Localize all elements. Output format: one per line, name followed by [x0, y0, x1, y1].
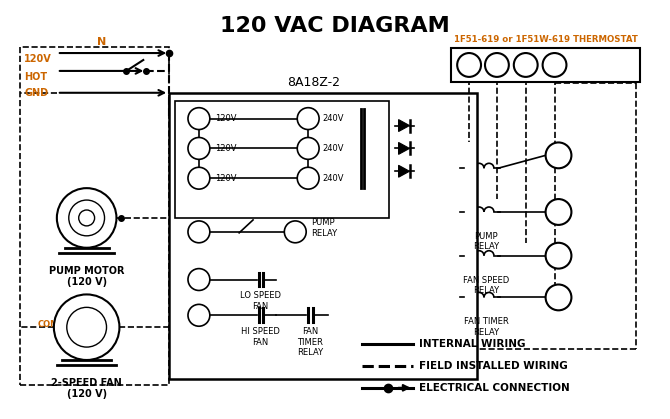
Circle shape — [297, 167, 319, 189]
Circle shape — [57, 188, 117, 248]
Text: 120 VAC DIAGRAM: 120 VAC DIAGRAM — [220, 16, 450, 36]
Text: 120V: 120V — [215, 144, 237, 153]
Text: HI: HI — [194, 310, 204, 320]
Circle shape — [67, 308, 107, 347]
Bar — [169, 93, 477, 379]
Circle shape — [188, 304, 210, 326]
Circle shape — [545, 142, 572, 168]
Circle shape — [69, 200, 105, 236]
Text: N: N — [195, 114, 202, 124]
Text: 120V: 120V — [215, 114, 237, 123]
Text: L1: L1 — [193, 227, 205, 237]
Text: LO SPEED
FAN: LO SPEED FAN — [240, 292, 281, 311]
Circle shape — [54, 295, 119, 360]
Circle shape — [78, 210, 94, 226]
Circle shape — [457, 53, 481, 77]
Text: PUMP
RELAY: PUMP RELAY — [311, 218, 337, 238]
Circle shape — [188, 221, 210, 243]
Circle shape — [545, 243, 572, 269]
Text: 2-SPEED FAN
(120 V): 2-SPEED FAN (120 V) — [52, 378, 122, 399]
Text: 240V: 240V — [322, 174, 344, 183]
Text: N: N — [97, 37, 106, 47]
Text: W: W — [551, 205, 565, 218]
Text: P1: P1 — [288, 227, 302, 237]
Text: F2: F2 — [302, 173, 314, 183]
Text: 1F51-619 or 1F51W-619 THERMOSTAT: 1F51-619 or 1F51W-619 THERMOSTAT — [454, 35, 638, 44]
Text: R: R — [553, 149, 563, 162]
Circle shape — [297, 108, 319, 129]
Text: L2: L2 — [302, 114, 314, 124]
Text: 240V: 240V — [322, 144, 344, 153]
Text: W: W — [490, 59, 504, 72]
Text: LO: LO — [192, 274, 205, 285]
Text: 120V: 120V — [215, 174, 237, 183]
Text: HI SPEED
FAN: HI SPEED FAN — [241, 327, 280, 347]
Text: FIELD INSTALLED WIRING: FIELD INSTALLED WIRING — [419, 361, 568, 371]
Text: COM: COM — [38, 320, 59, 329]
Text: G: G — [549, 59, 559, 72]
Bar — [20, 47, 169, 385]
Circle shape — [545, 199, 572, 225]
Bar — [175, 101, 389, 218]
Circle shape — [543, 53, 566, 77]
Text: GND: GND — [24, 88, 48, 98]
Text: P2: P2 — [302, 143, 314, 153]
Polygon shape — [399, 142, 409, 154]
Text: 120V: 120V — [24, 54, 52, 64]
Circle shape — [545, 285, 572, 310]
Circle shape — [188, 108, 210, 129]
Text: HI: HI — [88, 328, 98, 338]
Text: INTERNAL WIRING: INTERNAL WIRING — [419, 339, 526, 349]
Text: FAN SPEED
RELAY: FAN SPEED RELAY — [463, 276, 509, 295]
Text: FAN TIMER
RELAY: FAN TIMER RELAY — [464, 317, 509, 337]
Polygon shape — [399, 119, 409, 132]
Text: F2: F2 — [193, 173, 205, 183]
Text: G: G — [553, 291, 563, 304]
Text: R: R — [464, 59, 474, 72]
Circle shape — [188, 269, 210, 290]
Polygon shape — [399, 165, 409, 177]
Text: 8A18Z-2: 8A18Z-2 — [287, 76, 340, 89]
Text: PUMP
RELAY: PUMP RELAY — [473, 232, 499, 251]
Text: HOT: HOT — [24, 72, 47, 82]
Circle shape — [188, 167, 210, 189]
Text: 240V: 240V — [322, 114, 344, 123]
Text: P2: P2 — [193, 143, 205, 153]
Text: PUMP MOTOR
(120 V): PUMP MOTOR (120 V) — [49, 266, 125, 287]
Text: Y: Y — [554, 249, 563, 262]
Circle shape — [188, 137, 210, 159]
Text: Y: Y — [521, 59, 530, 72]
Circle shape — [514, 53, 537, 77]
Text: FAN
TIMER
RELAY: FAN TIMER RELAY — [297, 327, 323, 357]
Circle shape — [284, 221, 306, 243]
Circle shape — [485, 53, 509, 77]
Bar — [451, 48, 640, 82]
Text: ELECTRICAL CONNECTION: ELECTRICAL CONNECTION — [419, 383, 570, 393]
Circle shape — [297, 137, 319, 159]
Text: LO: LO — [74, 319, 86, 328]
